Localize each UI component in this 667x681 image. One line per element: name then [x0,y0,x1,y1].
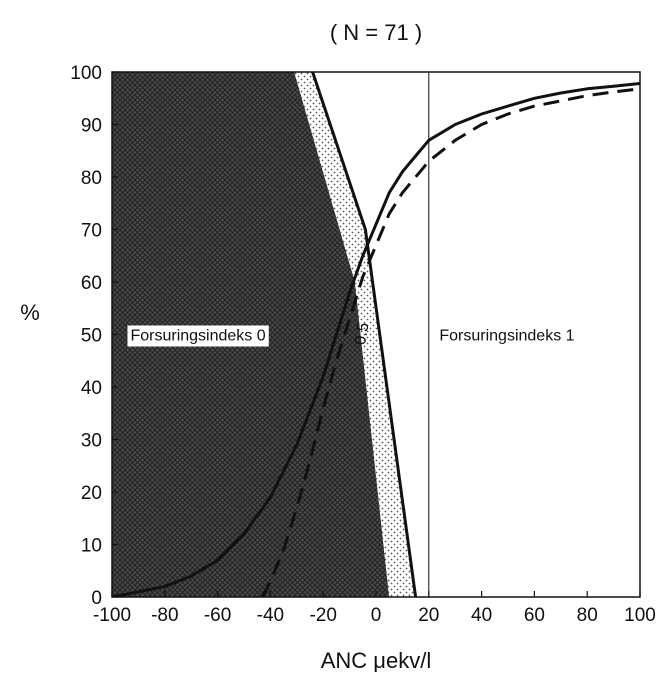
region-label-index-half: 0.5 [352,321,373,346]
x-tick-label: -40 [257,605,284,626]
y-tick-label: 70 [81,221,102,242]
x-tick-label: -80 [151,605,178,626]
region-1 [294,72,416,597]
region-labels-layer: Forsuringsindeks 0 0.5 Forsuringsindeks 1 [127,321,575,347]
x-axis-label: ANC μekv/l [321,648,431,673]
y-tick-label: 0 [91,588,102,609]
x-tick-label: 100 [624,605,656,626]
series-layer [112,82,640,597]
region-label-index-0: Forsuringsindeks 0 [130,328,265,345]
x-tick-label: -60 [204,605,231,626]
y-tick-label: 90 [81,116,102,137]
x-tick-label: 80 [577,605,598,626]
x-tick-label: 20 [418,605,439,626]
y-tick-label: 20 [81,483,102,504]
y-tick-label: 40 [81,378,102,399]
y-tick-label: 30 [81,431,102,452]
x-tick-label: -100 [93,605,131,626]
y-tick-label: 100 [70,63,102,84]
region-label-index-0-background [127,325,269,347]
chart-title: ( N = 71 ) [330,20,422,45]
y-tick-label: 60 [81,273,102,294]
y-tick-label: 80 [81,168,102,189]
region-label-index-1: Forsuringsindeks 1 [439,328,574,345]
series-line-solid [112,82,640,597]
x-tick-label: 0 [371,605,382,626]
x-tick-label: -20 [309,605,336,626]
series-line-dashed [261,87,640,597]
x-axis-ticks: -100 -80 -60 -40 -20 0 20 40 60 80 100 [93,591,656,626]
x-tick-label: 60 [524,605,545,626]
y-axis-label: % [20,300,40,325]
x-tick-label: 40 [471,605,492,626]
boundary-line-0 [311,72,418,597]
y-tick-label: 10 [81,536,102,557]
y-axis-ticks: 0 10 20 30 40 50 60 70 80 90 100 [70,63,118,609]
boundary-lines-layer [311,72,430,597]
y-tick-label: 50 [81,326,102,347]
